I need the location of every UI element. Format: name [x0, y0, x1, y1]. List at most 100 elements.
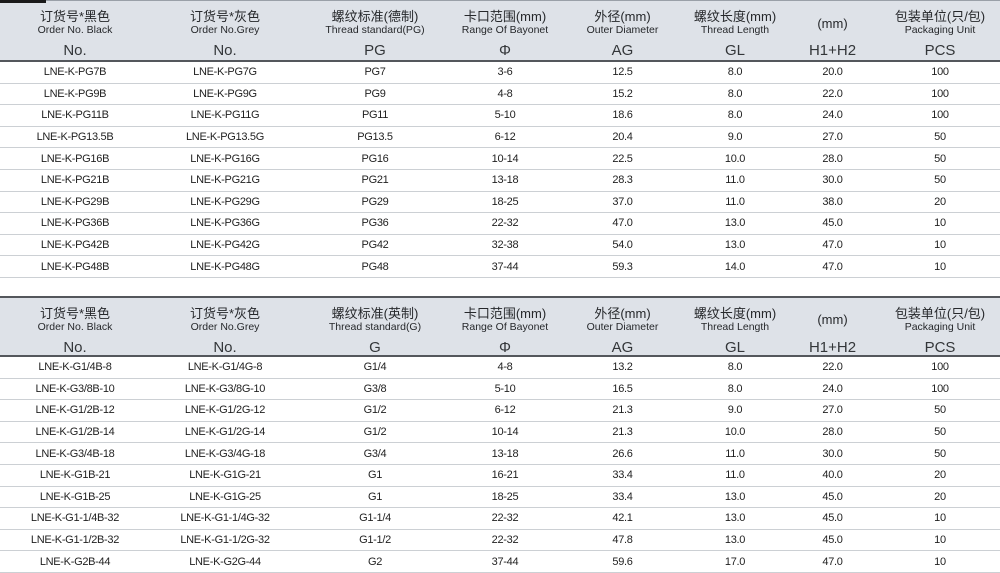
cell-h1h2: 24.0 — [822, 109, 843, 122]
header-label-block-order-no-grey: 订货号*灰色 Order No.Grey — [190, 305, 260, 335]
cell-packaging-unit: 100 — [931, 382, 949, 395]
header-label-block-packaging-unit: 包装单位(只/包) Packaging Unit — [895, 8, 985, 38]
header-cell-order-no-black: 订货号*黑色 Order No. Black No. — [0, 1, 150, 60]
cell-order-no-grey: LNE-K-G1-1/4G-32 — [180, 512, 270, 525]
cell-bayonet-range: 22-32 — [491, 512, 519, 525]
cell-thread-length: 11.0 — [725, 195, 745, 208]
header-label-zh: 外径(mm) — [594, 305, 651, 321]
cell-outer-diameter: 42.1 — [612, 512, 633, 525]
cell-order-no-black: LNE-K-PG16B — [40, 152, 110, 165]
header-label-en: Order No.Grey — [190, 320, 260, 333]
cell-bayonet-range: 13-18 — [491, 174, 519, 187]
cell-thread-standard: PG13.5 — [357, 131, 393, 144]
cell-thread-length: 8.0 — [727, 382, 743, 395]
cell-thread-standard: G1/2 — [363, 426, 387, 439]
header-label-zh: 螺纹标准(德制) — [331, 9, 419, 24]
cell-order-no-grey: LNE-K-PG9G — [193, 87, 257, 100]
cell-order-no-black: LNE-K-G1B-21 — [39, 469, 111, 482]
cell-thread-standard: PG7 — [364, 66, 386, 79]
cell-packaging-unit: 50 — [934, 174, 946, 187]
header-label-zh: 螺纹长度(mm) — [693, 9, 777, 24]
table-row: LNE-K-G1/2B-14 LNE-K-G1/2G-14 G1/2 10-14 21.… — [0, 422, 1000, 444]
header-label-block-order-no-grey: 订货号*灰色 Order No.Grey — [190, 8, 260, 38]
header-cell-thread-length: 螺纹长度(mm) Thread Length GL — [685, 298, 785, 357]
cell-h1h2: 47.0 — [822, 260, 843, 273]
cell-order-no-black: LNE-K-G1/2B-12 — [35, 404, 115, 417]
cell-h1h2: 38.0 — [822, 195, 843, 208]
cell-order-no-black: LNE-K-PG29B — [40, 195, 110, 208]
cell-order-no-black: LNE-K-G1/2B-14 — [35, 426, 115, 439]
cell-outer-diameter: 22.5 — [612, 152, 633, 165]
header-label-block-outer-diameter: 外径(mm) Outer Diameter — [587, 8, 659, 38]
header-label-block-thread-length: 螺纹长度(mm) Thread Length — [694, 305, 776, 335]
cell-thread-standard: G3/8 — [363, 382, 387, 395]
header-key-label: GL — [724, 338, 745, 356]
table-row: LNE-K-G1/2B-12 LNE-K-G1/2G-12 G1/2 6-12 21.3… — [0, 400, 1000, 422]
cell-order-no-grey: LNE-K-PG7G — [193, 66, 257, 79]
cell-thread-length: 10.0 — [724, 426, 746, 439]
g-table-body: LNE-K-G1/4B-8 LNE-K-G1/4G-8 G1/4 4-8 13.2 8.0… — [0, 356, 1000, 573]
cell-outer-diameter: 26.6 — [612, 447, 633, 460]
header-label-zh: 外径(mm) — [594, 9, 651, 24]
header-label-zh: 订货号*黑色 — [39, 305, 111, 321]
header-label-block-bayonet-range: 卡口范围(mm) Range Of Bayonet — [462, 8, 548, 38]
header-label-en: Range Of Bayonet — [461, 320, 549, 333]
cell-thread-standard: PG29 — [361, 195, 389, 208]
cell-outer-diameter: 21.3 — [612, 404, 633, 417]
header-key-label: PCS — [924, 338, 956, 356]
header-label-block-thread-standard: 螺纹标准(英制) Thread standard(G) — [329, 305, 421, 335]
cell-order-no-grey: LNE-K-PG21G — [190, 174, 260, 187]
cell-packaging-unit: 10 — [934, 555, 946, 568]
cell-bayonet-range: 5-10 — [494, 382, 516, 395]
cell-order-no-black: LNE-K-PG13.5B — [36, 131, 114, 144]
cell-h1h2: 40.0 — [822, 469, 843, 482]
cell-thread-length: 11.0 — [725, 447, 745, 460]
cell-thread-standard: PG36 — [361, 217, 389, 230]
header-key-label: No. — [63, 338, 87, 356]
header-key-label: G — [369, 338, 381, 356]
cell-thread-length: 10.0 — [724, 152, 746, 165]
cell-packaging-unit: 100 — [931, 361, 949, 374]
cell-thread-length: 13.0 — [724, 533, 746, 546]
cell-order-no-black: LNE-K-PG11B — [41, 109, 109, 122]
cell-thread-length: 8.0 — [727, 66, 743, 79]
cell-bayonet-range: 37-44 — [491, 555, 519, 568]
header-cell-outer-diameter: 外径(mm) Outer Diameter AG — [560, 1, 685, 60]
cell-outer-diameter: 13.2 — [612, 361, 633, 374]
header-label-zh: 螺纹长度(mm) — [693, 305, 777, 321]
cell-h1h2: 45.0 — [822, 512, 843, 525]
cell-packaging-unit: 20 — [934, 490, 946, 503]
header-label-en: Thread standard(G) — [328, 320, 422, 333]
cell-order-no-grey: LNE-K-G1/2G-12 — [184, 404, 266, 417]
cell-bayonet-range: 16-21 — [491, 469, 519, 482]
cell-order-no-grey: LNE-K-G1G-25 — [189, 490, 261, 503]
cell-thread-standard: PG21 — [361, 174, 389, 187]
cell-bayonet-range: 22-32 — [491, 533, 519, 546]
table-row: LNE-K-PG7B LNE-K-PG7G PG7 3-6 12.5 8.0 20.0 100 — [0, 62, 1000, 84]
header-label-en: Outer Diameter — [586, 24, 659, 36]
cell-order-no-grey: LNE-K-G3/4G-18 — [184, 447, 266, 460]
cell-thread-standard: G1-1/2 — [359, 533, 391, 546]
cell-packaging-unit: 20 — [934, 469, 946, 482]
header-label-zh: 订货号*灰色 — [189, 305, 261, 321]
cell-order-no-grey: LNE-K-G1/2G-14 — [184, 426, 266, 439]
header-cell-thread-standard: 螺纹标准(英制) Thread standard(G) G — [300, 298, 450, 357]
header-cell-bayonet-range: 卡口范围(mm) Range Of Bayonet Φ — [450, 298, 560, 357]
header-cell-h1h2: (mm) H1+H2 — [785, 298, 880, 357]
header-key-label: GL — [724, 42, 745, 59]
header-label-en: Outer Diameter — [586, 320, 659, 333]
table-row: LNE-K-G1B-21 LNE-K-G1G-21 G1 16-21 33.4 11.0 4… — [0, 465, 1000, 487]
table-row: LNE-K-PG42B LNE-K-PG42G PG42 32-38 54.0 13.0 4… — [0, 235, 1000, 257]
cell-thread-length: 13.0 — [724, 239, 746, 252]
header-label-zh: 订货号*黑色 — [39, 9, 111, 24]
table-row: LNE-K-G1/4B-8 LNE-K-G1/4G-8 G1/4 4-8 13.2 8.0… — [0, 357, 1000, 379]
cell-h1h2: 45.0 — [822, 490, 843, 503]
header-key-label: PG — [364, 42, 386, 59]
cell-order-no-grey: LNE-K-PG13.5G — [185, 131, 265, 144]
cell-order-no-black: LNE-K-G1-1/4B-32 — [30, 512, 120, 525]
cell-packaging-unit: 50 — [934, 404, 946, 417]
cell-outer-diameter: 33.4 — [612, 490, 633, 503]
cell-order-no-black: LNE-K-G1B-25 — [39, 490, 111, 503]
cell-thread-length: 9.0 — [727, 404, 743, 417]
